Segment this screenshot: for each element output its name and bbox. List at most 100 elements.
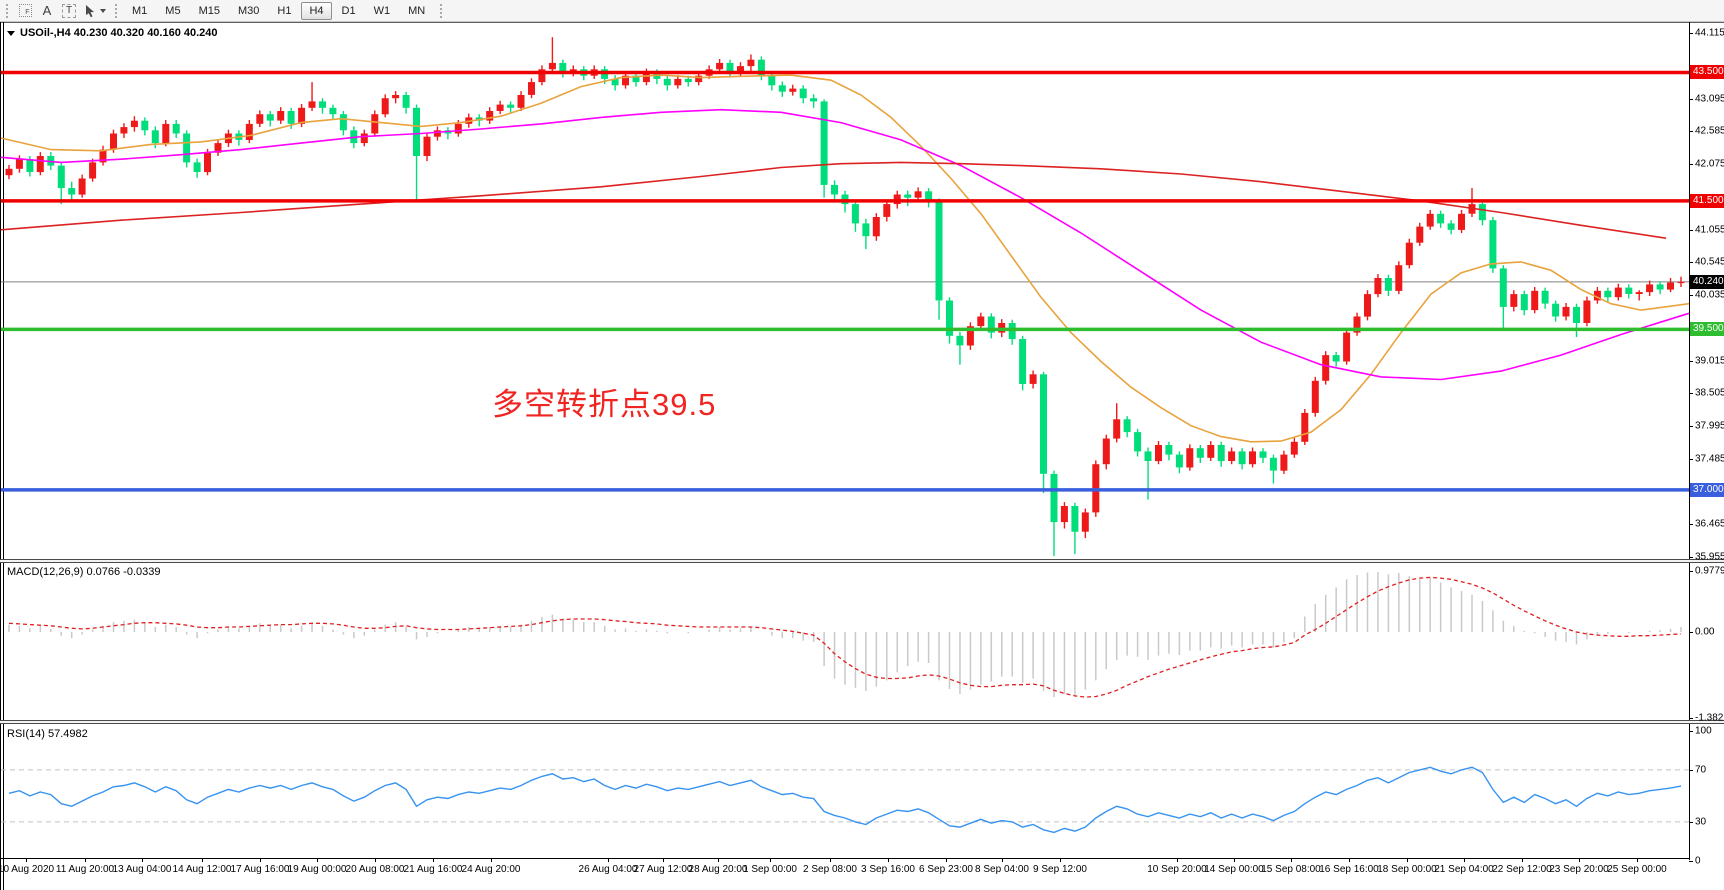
price-tick-mark xyxy=(1689,557,1693,558)
macd-signal-line xyxy=(8,576,1682,698)
price-tick-mark xyxy=(1689,295,1693,296)
price-tick-label: 42.585 xyxy=(1695,125,1724,137)
time-tick-label: 27 Aug 12:00 xyxy=(633,864,693,875)
time-tick-mark xyxy=(433,859,434,862)
price-tick-mark xyxy=(1689,459,1693,460)
timeframe-m1-button[interactable]: M1 xyxy=(124,2,155,20)
timeframe-m30-button[interactable]: M30 xyxy=(230,2,267,20)
time-tick-mark xyxy=(888,859,889,862)
macd-tick-label: 0.00 xyxy=(1695,626,1715,638)
price-line-label: 40.240 xyxy=(1690,275,1724,289)
text-label-tool-button[interactable]: A xyxy=(36,2,58,20)
panel-separator-rsi[interactable] xyxy=(0,720,1724,724)
price-tick-mark xyxy=(1689,131,1693,132)
time-tick-label: 26 Aug 04:00 xyxy=(578,864,638,875)
time-tick-label: 16 Sep 16:00 xyxy=(1319,864,1379,875)
time-tick-mark xyxy=(1060,859,1061,862)
macd-tick-mark xyxy=(1689,632,1693,633)
timeframe-w1-button[interactable]: W1 xyxy=(366,2,399,20)
window-left-border xyxy=(0,22,1,890)
time-tick-mark xyxy=(317,859,318,862)
time-tick-mark xyxy=(1464,859,1465,862)
price-tick-label: 40.545 xyxy=(1695,256,1724,268)
macd-label: MACD(12,26,9) 0.0766 -0.0339 xyxy=(7,566,161,578)
timeframe-m15-button[interactable]: M15 xyxy=(191,2,228,20)
cursor-tool-button[interactable] xyxy=(80,2,109,20)
toolbar-group-separator[interactable] xyxy=(440,3,443,18)
dropdown-caret-icon xyxy=(100,8,106,13)
time-tick-mark xyxy=(1579,859,1580,862)
price-tick-label: 35.955 xyxy=(1695,551,1724,563)
toolbar-group-separator[interactable] xyxy=(115,3,117,18)
price-line-label: 37.000 xyxy=(1690,483,1724,497)
price-tick-mark xyxy=(1689,99,1693,100)
main-price-chart[interactable] xyxy=(0,23,1690,559)
timeframe-m5-button[interactable]: M5 xyxy=(157,2,188,20)
rsi-indicator-chart[interactable] xyxy=(1,724,1689,859)
timeframe-mn-button[interactable]: MN xyxy=(400,2,433,20)
price-tick-label: 38.505 xyxy=(1695,387,1724,399)
price-tick-mark xyxy=(1689,262,1693,263)
time-tick-label: 28 Aug 20:00 xyxy=(688,864,748,875)
price-line-label: 41.500 xyxy=(1690,194,1724,208)
time-tick-label: 9 Sep 12:00 xyxy=(1033,864,1087,875)
rsi-tick-label: 100 xyxy=(1695,725,1712,737)
rsi-tick-mark xyxy=(1689,770,1693,771)
chart-title: USOil-,H4 40.230 40.320 40.160 40.240 xyxy=(7,27,218,39)
price-tick-label: 37.995 xyxy=(1695,420,1724,432)
time-tick-label: 25 Sep 00:00 xyxy=(1607,864,1667,875)
text-box-tool-button[interactable]: T xyxy=(58,2,80,20)
time-tick-mark xyxy=(26,859,27,862)
time-tick-mark xyxy=(375,859,376,862)
grid-tool-button[interactable]: F xyxy=(14,2,36,20)
toolbar-drag-handle[interactable] xyxy=(6,3,8,18)
panel-separator-macd[interactable] xyxy=(0,559,1724,563)
price-tick-label: 42.075 xyxy=(1695,158,1724,170)
rsi-label: RSI(14) 57.4982 xyxy=(7,728,88,740)
time-tick-label: 18 Sep 00:00 xyxy=(1377,864,1437,875)
timeframe-h4-button[interactable]: H4 xyxy=(301,1,332,20)
time-tick-mark xyxy=(260,859,261,862)
price-tick-label: 43.095 xyxy=(1695,93,1724,105)
price-tick-label: 40.035 xyxy=(1695,289,1724,301)
macd-tick-label: -1.382 xyxy=(1695,712,1724,724)
price-tick-mark xyxy=(1689,230,1693,231)
time-tick-label: 21 Sep 04:00 xyxy=(1434,864,1494,875)
time-tick-label: 19 Aug 00:00 xyxy=(287,864,347,875)
symbol-dropdown-icon[interactable] xyxy=(7,30,15,36)
time-tick-label: 11 Aug 20:00 xyxy=(55,864,115,875)
chart-frame xyxy=(0,22,1724,890)
price-tick-label: 44.115 xyxy=(1695,27,1724,39)
time-tick-mark xyxy=(1291,859,1292,862)
price-tick-label: 39.015 xyxy=(1695,355,1724,367)
time-tick-mark xyxy=(202,859,203,862)
price-tick-mark xyxy=(1689,164,1693,165)
time-tick-mark xyxy=(770,859,771,862)
time-tick-mark xyxy=(1407,859,1408,862)
macd-tick-label: 0.9779 xyxy=(1695,565,1724,577)
toolbar: F A T M1 M5 M15 M30 H1 H4 D1 W1 MN xyxy=(0,0,1724,22)
rsi-tick-label: 0 xyxy=(1695,855,1701,867)
macd-tick-mark xyxy=(1689,571,1693,572)
time-tick-mark xyxy=(1177,859,1178,862)
time-tick-mark xyxy=(85,859,86,862)
time-tick-mark xyxy=(718,859,719,862)
rsi-tick-mark xyxy=(1689,822,1693,823)
macd-indicator-chart[interactable] xyxy=(1,563,1689,720)
timeframe-h1-button[interactable]: H1 xyxy=(269,2,299,20)
time-tick-mark xyxy=(830,859,831,862)
time-tick-label: 14 Sep 00:00 xyxy=(1204,864,1264,875)
price-tick-mark xyxy=(1689,33,1693,34)
rsi-line xyxy=(8,766,1682,834)
chart-title-text: USOil-,H4 40.230 40.320 40.160 40.240 xyxy=(20,27,218,39)
time-tick-label: 2 Sep 08:00 xyxy=(803,864,857,875)
time-tick-label: 3 Sep 16:00 xyxy=(861,864,915,875)
time-tick-mark xyxy=(946,859,947,862)
time-tick-label: 14 Aug 12:00 xyxy=(172,864,232,875)
time-tick-mark xyxy=(663,859,664,862)
time-tick-mark xyxy=(1637,859,1638,862)
timeframe-d1-button[interactable]: D1 xyxy=(334,2,364,20)
time-tick-label: 1 Sep 00:00 xyxy=(743,864,797,875)
time-tick-label: 24 Aug 20:00 xyxy=(461,864,521,875)
time-axis-line xyxy=(0,858,1690,859)
